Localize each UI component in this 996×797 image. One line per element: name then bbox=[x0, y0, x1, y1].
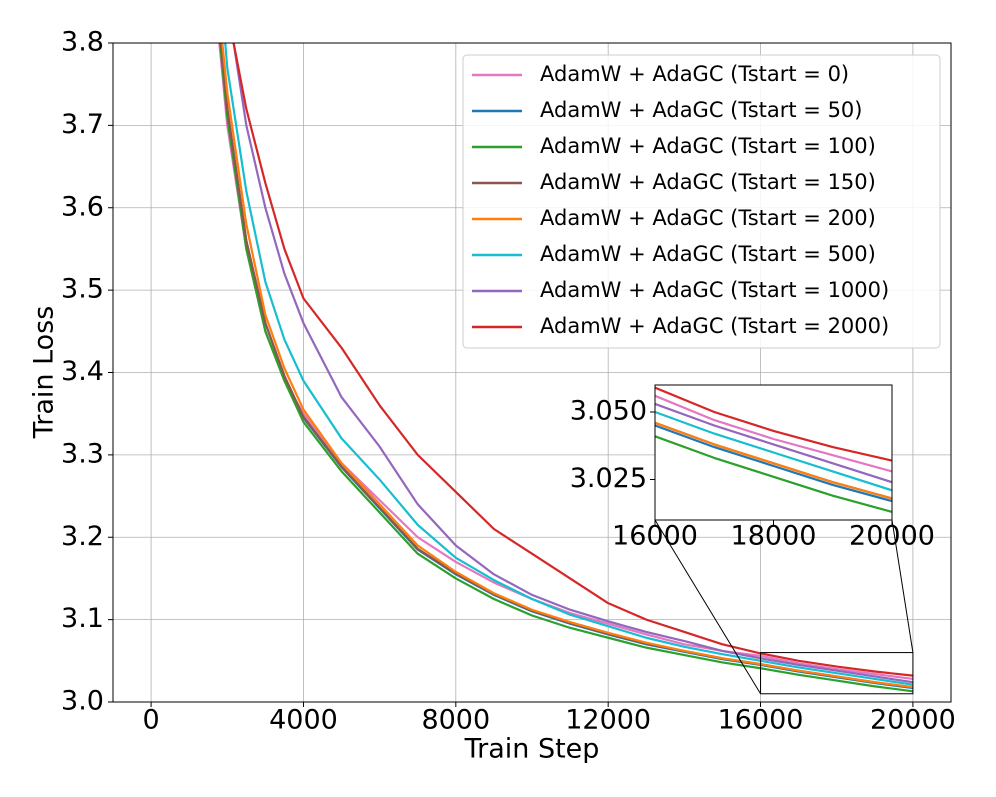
series-line bbox=[224, 43, 914, 686]
y-tick-label: 3.1 bbox=[61, 603, 104, 634]
x-tick-label: 8000 bbox=[421, 705, 490, 736]
series-line bbox=[655, 424, 892, 503]
series-line bbox=[655, 386, 892, 462]
zoom-connector bbox=[891, 519, 914, 653]
series-line bbox=[655, 402, 892, 484]
inset-lines bbox=[655, 386, 892, 513]
legend-label: AdamW + AdaGC (Tstart = 500) bbox=[540, 242, 876, 266]
x-tick-label: 12000 bbox=[565, 705, 651, 736]
inset-ticks: 16000 18000 20000 3.025 3.050 bbox=[570, 396, 935, 552]
y-tick-label: 3.2 bbox=[61, 521, 104, 552]
series-line bbox=[221, 43, 914, 689]
x-tick-label: 20000 bbox=[870, 705, 956, 736]
inset-x-tick-label: 20000 bbox=[849, 521, 935, 552]
y-tick-label: 3.7 bbox=[61, 109, 104, 140]
legend-label: AdamW + AdaGC (Tstart = 2000) bbox=[540, 314, 889, 338]
y-tick-label: 3.8 bbox=[61, 27, 104, 58]
legend-label: AdamW + AdaGC (Tstart = 50) bbox=[540, 98, 863, 122]
zoom-box bbox=[760, 652, 914, 695]
y-tick-label: 3.5 bbox=[61, 274, 104, 305]
zoom-indicator bbox=[654, 519, 914, 695]
y-tick-label: 3.3 bbox=[61, 438, 104, 469]
legend bbox=[462, 54, 941, 349]
y-axis-label: Train Loss bbox=[29, 306, 60, 440]
plot-lines bbox=[218, 43, 914, 693]
inset-y-tick-label: 3.025 bbox=[570, 463, 647, 494]
ticks: 0 4000 8000 12000 16000 20000 3.0 3.1 3.2 3.3 3.4 3… bbox=[61, 27, 956, 736]
legend-entries: AdamW + AdaGC (Tstart = 0) AdamW + AdaGC … bbox=[472, 62, 889, 338]
inset-x-tick-label: 16000 bbox=[612, 521, 698, 552]
legend-label: AdamW + AdaGC (Tstart = 0) bbox=[540, 62, 849, 86]
x-tick-label: 16000 bbox=[718, 705, 804, 736]
inset-x-tick-label: 18000 bbox=[731, 521, 817, 552]
x-tick-label: 0 bbox=[142, 705, 159, 736]
legend-label: AdamW + AdaGC (Tstart = 100) bbox=[540, 134, 876, 158]
legend-label: AdamW + AdaGC (Tstart = 1000) bbox=[540, 278, 889, 302]
y-tick-label: 3.6 bbox=[61, 191, 104, 222]
inset-y-tick-label: 3.050 bbox=[570, 396, 647, 427]
legend-label: AdamW + AdaGC (Tstart = 150) bbox=[540, 170, 876, 194]
series-line bbox=[219, 43, 914, 693]
series-line bbox=[655, 421, 892, 500]
x-axis-label: Train Step bbox=[464, 734, 600, 765]
series-line bbox=[655, 410, 892, 492]
series-line bbox=[655, 435, 892, 513]
x-tick-label: 4000 bbox=[269, 705, 338, 736]
zoom-connector bbox=[654, 519, 761, 695]
series-line bbox=[232, 43, 914, 684]
series-line bbox=[232, 43, 914, 677]
y-tick-label: 3.4 bbox=[61, 356, 104, 387]
legend-label: AdamW + AdaGC (Tstart = 200) bbox=[540, 206, 876, 230]
series-line bbox=[655, 394, 892, 473]
y-tick-label: 3.0 bbox=[61, 686, 104, 717]
